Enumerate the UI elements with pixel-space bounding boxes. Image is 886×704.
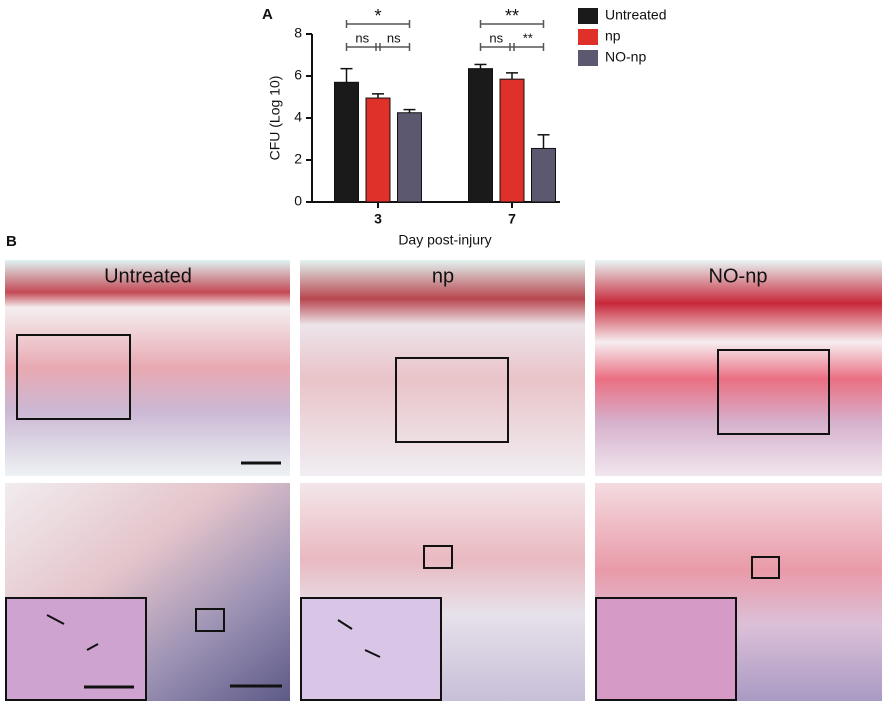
- panel-label: B: [6, 233, 17, 250]
- image-title: Untreated: [104, 265, 192, 287]
- y-tick-label: 8: [294, 25, 302, 41]
- bar: [499, 78, 525, 203]
- x-tick-label: 7: [508, 211, 516, 227]
- significance-label: **: [523, 30, 533, 45]
- y-tick-label: 0: [294, 193, 302, 209]
- significance-label: **: [505, 6, 519, 26]
- arrows: [46, 614, 381, 658]
- image: [595, 260, 882, 476]
- inset: [595, 597, 737, 701]
- legend-swatch: [578, 29, 598, 45]
- significance-label: ns: [387, 30, 401, 45]
- panel-label: A: [262, 6, 273, 23]
- image-title: NO-np: [709, 265, 768, 287]
- x-tick-label: 3: [374, 211, 382, 227]
- legend-label: Untreated: [605, 7, 666, 23]
- significance-label: ns: [355, 30, 369, 45]
- bar: [334, 81, 359, 203]
- bar: [468, 68, 493, 203]
- significance-label: ns: [489, 30, 503, 45]
- histology-images: Untreated np NO-np: [5, 260, 882, 701]
- y-tick-label: 2: [294, 151, 302, 167]
- roi-boxes: [16, 334, 830, 632]
- y-tick-label: 4: [294, 109, 302, 125]
- inset: [300, 597, 442, 701]
- image: [5, 260, 290, 476]
- bar: [531, 147, 556, 203]
- image-title: np: [432, 265, 454, 287]
- legend-swatch: [578, 8, 598, 24]
- y-tick-label: 6: [294, 67, 302, 83]
- inset: [5, 597, 147, 701]
- bar: [365, 97, 391, 203]
- legend-swatch: [578, 50, 598, 66]
- image: [300, 260, 585, 476]
- legend-label: np: [605, 28, 621, 44]
- significance-label: *: [374, 6, 381, 26]
- bar: [397, 112, 422, 203]
- legend-label: NO-np: [605, 49, 646, 65]
- scale-bars: [84, 461, 282, 689]
- x-axis-label: Day post-injury: [398, 232, 491, 248]
- y-axis-label: CFU (Log 10): [267, 76, 283, 161]
